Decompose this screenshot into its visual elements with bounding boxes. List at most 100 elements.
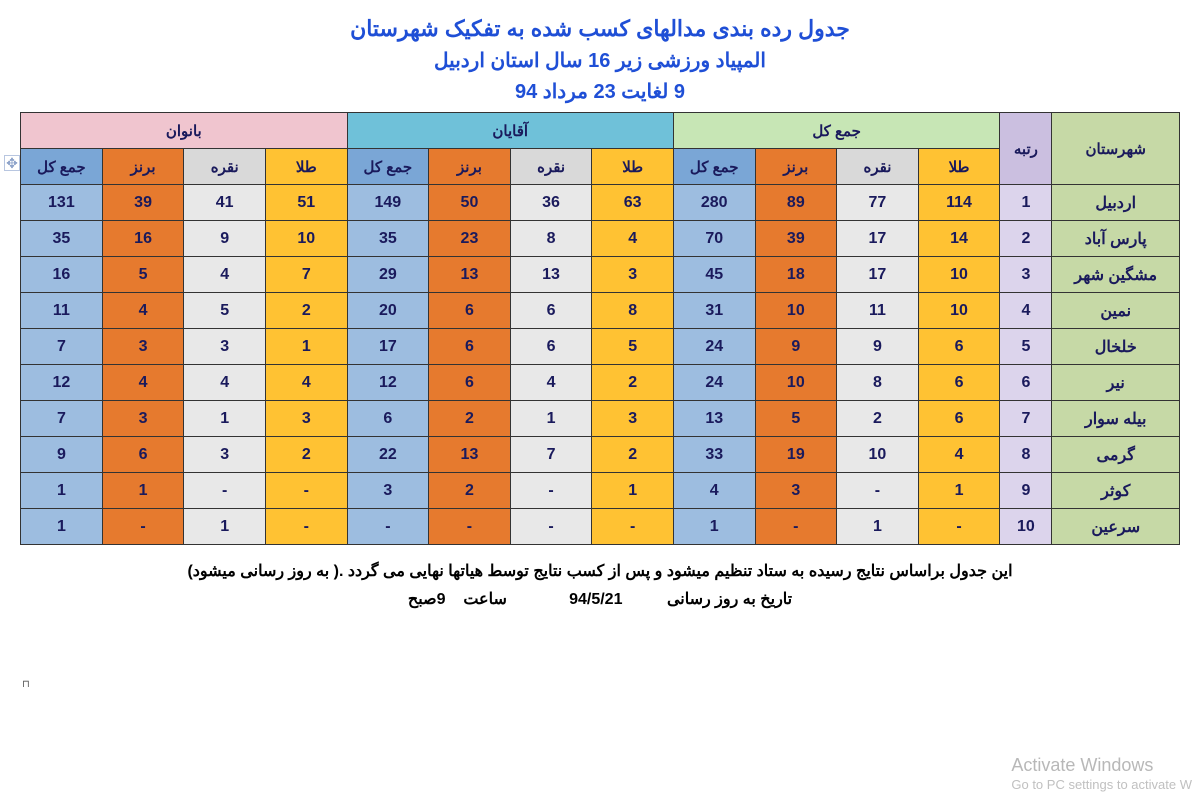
cell-women-bronze: 4 <box>102 365 184 401</box>
cell-rank: 4 <box>1000 293 1052 329</box>
cell-men-gold: 4 <box>592 221 674 257</box>
cell-total-silver: 1 <box>837 509 919 545</box>
header-group-total: جمع کل <box>673 113 999 149</box>
title-line-2: المپیاد ورزشی زیر 16 سال استان اردبیل <box>20 48 1180 73</box>
cell-men-silver: 1 <box>510 401 592 437</box>
table-row: سرعین10-1-1-----1-1 <box>21 509 1180 545</box>
cell-rank: 3 <box>1000 257 1052 293</box>
cell-city: خلخال <box>1052 329 1180 365</box>
cell-rank: 8 <box>1000 437 1052 473</box>
cell-men-bronze: - <box>429 509 511 545</box>
cell-city: مشگین شهر <box>1052 257 1180 293</box>
table-row: بیله سوار76251331263137 <box>21 401 1180 437</box>
cell-women-silver: - <box>184 473 266 509</box>
cell-total-gold: 4 <box>918 437 1000 473</box>
header-total-bronze: برنز <box>755 149 837 185</box>
table-row: پارس آباد2141739704823351091635 <box>21 221 1180 257</box>
cell-city: پارس آباد <box>1052 221 1180 257</box>
cell-total-sum: 31 <box>673 293 755 329</box>
cell-men-gold: 5 <box>592 329 674 365</box>
cell-total-bronze: 10 <box>755 365 837 401</box>
footer-update-date: 94/5/21 <box>569 591 622 608</box>
cell-total-sum: 4 <box>673 473 755 509</box>
cell-city: نمین <box>1052 293 1180 329</box>
cell-men-gold: 2 <box>592 437 674 473</box>
cell-women-bronze: 4 <box>102 293 184 329</box>
cell-women-gold: 10 <box>265 221 347 257</box>
cell-total-bronze: 39 <box>755 221 837 257</box>
header-total-silver: نقره <box>837 149 919 185</box>
cell-men-silver: 6 <box>510 293 592 329</box>
cell-women-silver: 4 <box>184 257 266 293</box>
cell-city: گرمی <box>1052 437 1180 473</box>
cell-total-bronze: 10 <box>755 293 837 329</box>
cell-women-bronze: 1 <box>102 473 184 509</box>
cell-total-sum: 33 <box>673 437 755 473</box>
cell-total-sum: 13 <box>673 401 755 437</box>
cell-total-bronze: 9 <box>755 329 837 365</box>
footer-time-label: ساعت <box>463 591 507 608</box>
cell-total-silver: 8 <box>837 365 919 401</box>
cell-women-sum: 7 <box>21 401 103 437</box>
header-men-gold: طلا <box>592 149 674 185</box>
cell-total-bronze: 3 <box>755 473 837 509</box>
header-rank: رتبه <box>1000 113 1052 185</box>
cell-total-bronze: 5 <box>755 401 837 437</box>
cell-men-bronze: 23 <box>429 221 511 257</box>
cell-men-bronze: 50 <box>429 185 511 221</box>
cell-city: کوثر <box>1052 473 1180 509</box>
small-mark-icon: ⊓ <box>22 679 30 690</box>
cell-men-silver: 13 <box>510 257 592 293</box>
cell-women-sum: 12 <box>21 365 103 401</box>
header-women-bronze: برنز <box>102 149 184 185</box>
cell-women-silver: 3 <box>184 437 266 473</box>
cell-women-silver: 3 <box>184 329 266 365</box>
medal-table: شهرستانرتبهجمع کلآقایانبانوانطلانقرهبرنز… <box>20 112 1180 545</box>
cell-women-sum: 1 <box>21 509 103 545</box>
cell-men-bronze: 6 <box>429 293 511 329</box>
cell-women-sum: 16 <box>21 257 103 293</box>
cell-women-sum: 11 <box>21 293 103 329</box>
title-block: جدول رده بندی مدالهای کسب شده به تفکیک ش… <box>20 16 1180 104</box>
header-men-bronze: برنز <box>429 149 511 185</box>
cell-men-silver: - <box>510 473 592 509</box>
title-line-1: جدول رده بندی مدالهای کسب شده به تفکیک ش… <box>20 16 1180 42</box>
cell-men-gold: 2 <box>592 365 674 401</box>
cell-rank: 6 <box>1000 365 1052 401</box>
cell-men-sum: 3 <box>347 473 429 509</box>
cell-men-silver: 7 <box>510 437 592 473</box>
cell-men-bronze: 2 <box>429 401 511 437</box>
cell-women-sum: 9 <box>21 437 103 473</box>
cell-men-silver: 8 <box>510 221 592 257</box>
cell-women-silver: 4 <box>184 365 266 401</box>
cell-women-bronze: 39 <box>102 185 184 221</box>
cell-city: نیر <box>1052 365 1180 401</box>
cell-total-bronze: 18 <box>755 257 837 293</box>
cell-women-bronze: 5 <box>102 257 184 293</box>
header-group-women: بانوان <box>21 113 348 149</box>
cell-men-silver: - <box>510 509 592 545</box>
header-group-men: آقایان <box>347 113 673 149</box>
cell-women-bronze: 6 <box>102 437 184 473</box>
table-row: کوثر91-341-23--11 <box>21 473 1180 509</box>
cell-city: اردبیل <box>1052 185 1180 221</box>
cell-men-bronze: 13 <box>429 257 511 293</box>
cell-total-sum: 1 <box>673 509 755 545</box>
header-men-sum: جمع کل <box>347 149 429 185</box>
table-row: خلخال569924566171337 <box>21 329 1180 365</box>
cell-women-gold: 4 <box>265 365 347 401</box>
cell-total-silver: 77 <box>837 185 919 221</box>
table-row: مشگین شهر310171845313132974516 <box>21 257 1180 293</box>
cell-total-sum: 280 <box>673 185 755 221</box>
cell-total-gold: 6 <box>918 329 1000 365</box>
cell-women-bronze: - <box>102 509 184 545</box>
watermark-line-1: Activate Windows <box>1011 754 1192 777</box>
cell-women-silver: 9 <box>184 221 266 257</box>
table-move-handle-icon: ✥ <box>4 155 20 171</box>
cell-men-gold: 63 <box>592 185 674 221</box>
cell-men-sum: 20 <box>347 293 429 329</box>
header-city: شهرستان <box>1052 113 1180 185</box>
cell-men-sum: 17 <box>347 329 429 365</box>
cell-women-silver: 1 <box>184 509 266 545</box>
table-row: گرمی841019332713222369 <box>21 437 1180 473</box>
